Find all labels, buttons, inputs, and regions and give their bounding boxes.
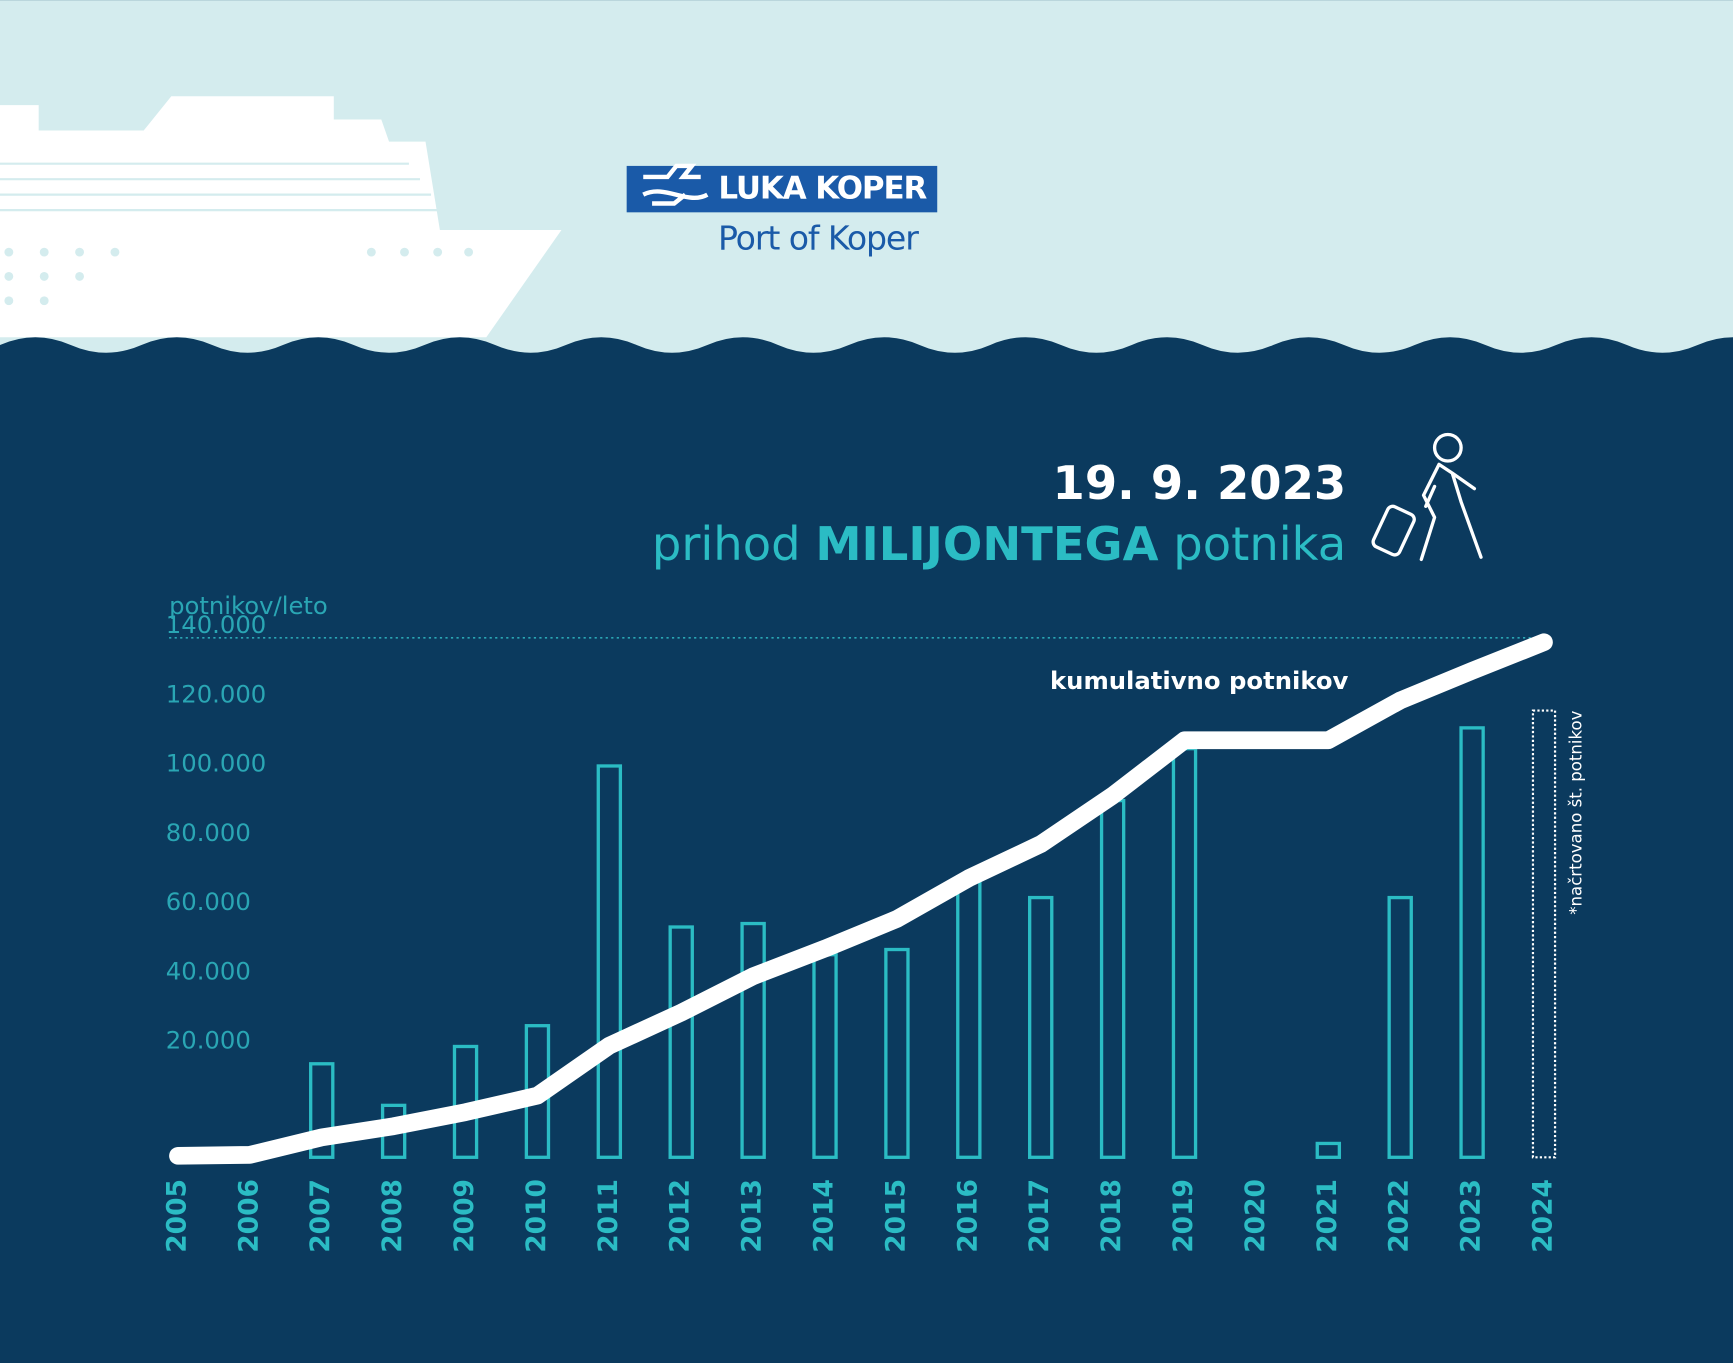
x-tick-label: 2005: [161, 1179, 192, 1253]
logo-icon: [642, 163, 709, 206]
cumulative-line: [169, 633, 1553, 1165]
bar: [1315, 1141, 1342, 1159]
x-tick-label: 2009: [449, 1179, 480, 1253]
x-tick-label: 2015: [880, 1179, 911, 1253]
bar: [1028, 895, 1054, 1159]
bar: [596, 764, 623, 1159]
y-tick-label: 100.000: [166, 749, 266, 778]
x-tick-label: 2022: [1384, 1179, 1415, 1253]
bar: [1387, 895, 1413, 1159]
x-tick-label: 2017: [1024, 1179, 1055, 1253]
bar: [884, 947, 910, 1159]
y-tick-label: 140.000: [166, 610, 266, 639]
bar: [309, 1062, 335, 1159]
line-label: kumulativno potnikov: [1050, 666, 1349, 695]
x-tick-label: 2024: [1528, 1179, 1559, 1253]
x-tick-label: 2013: [737, 1179, 768, 1253]
y-tick-label: 80.000: [166, 818, 251, 847]
title-prefix: prihod: [652, 517, 801, 571]
x-tick-label: 2007: [305, 1179, 336, 1253]
y-tick-label: 40.000: [166, 956, 251, 985]
x-tick-label: 2023: [1456, 1179, 1487, 1253]
ship: [0, 96, 562, 338]
y-tick-label: 20.000: [166, 1026, 251, 1055]
bar: [1459, 726, 1485, 1159]
walker-icon: [1371, 432, 1483, 562]
x-tick-label: 2010: [521, 1179, 552, 1253]
bar: [740, 921, 766, 1159]
x-tick-label: 2012: [665, 1179, 696, 1253]
x-tick-label: 2018: [1096, 1179, 1127, 1253]
ship-windows: [4, 247, 474, 306]
y-tick-label: 60.000: [166, 887, 251, 916]
y-axis-label: potnikov/leto: [169, 591, 328, 620]
x-tick-label: 2011: [593, 1179, 624, 1253]
bar: [668, 925, 694, 1159]
title-emphasis: MILIJONTEGA: [815, 517, 1158, 571]
x-tick-label: 2008: [377, 1179, 408, 1253]
x-tick-label: 2021: [1312, 1179, 1343, 1253]
x-tick-label: 2006: [233, 1179, 264, 1253]
title-suffix: potnika: [1173, 517, 1346, 571]
logo-subtitle: Port of Koper: [718, 218, 919, 257]
planned-label: *načrtovano št. potnikov: [1567, 710, 1586, 914]
x-tick-label: 2016: [952, 1179, 983, 1253]
y-tick-label: 120.000: [166, 679, 266, 708]
x-tick-label: 2019: [1168, 1179, 1199, 1253]
logo-brand: LUKA KOPER: [718, 171, 927, 207]
x-tick-label: 2020: [1240, 1179, 1271, 1253]
x-tick-label: 2014: [809, 1179, 840, 1253]
logo-box: [626, 165, 938, 213]
ship-stripes: [0, 162, 440, 212]
wave: [0, 337, 1733, 1363]
date: 19. 9. 2023: [1053, 456, 1347, 510]
title: prihod MILIJONTEGA potnika: [652, 517, 1346, 571]
planned-bar: [1531, 709, 1557, 1159]
